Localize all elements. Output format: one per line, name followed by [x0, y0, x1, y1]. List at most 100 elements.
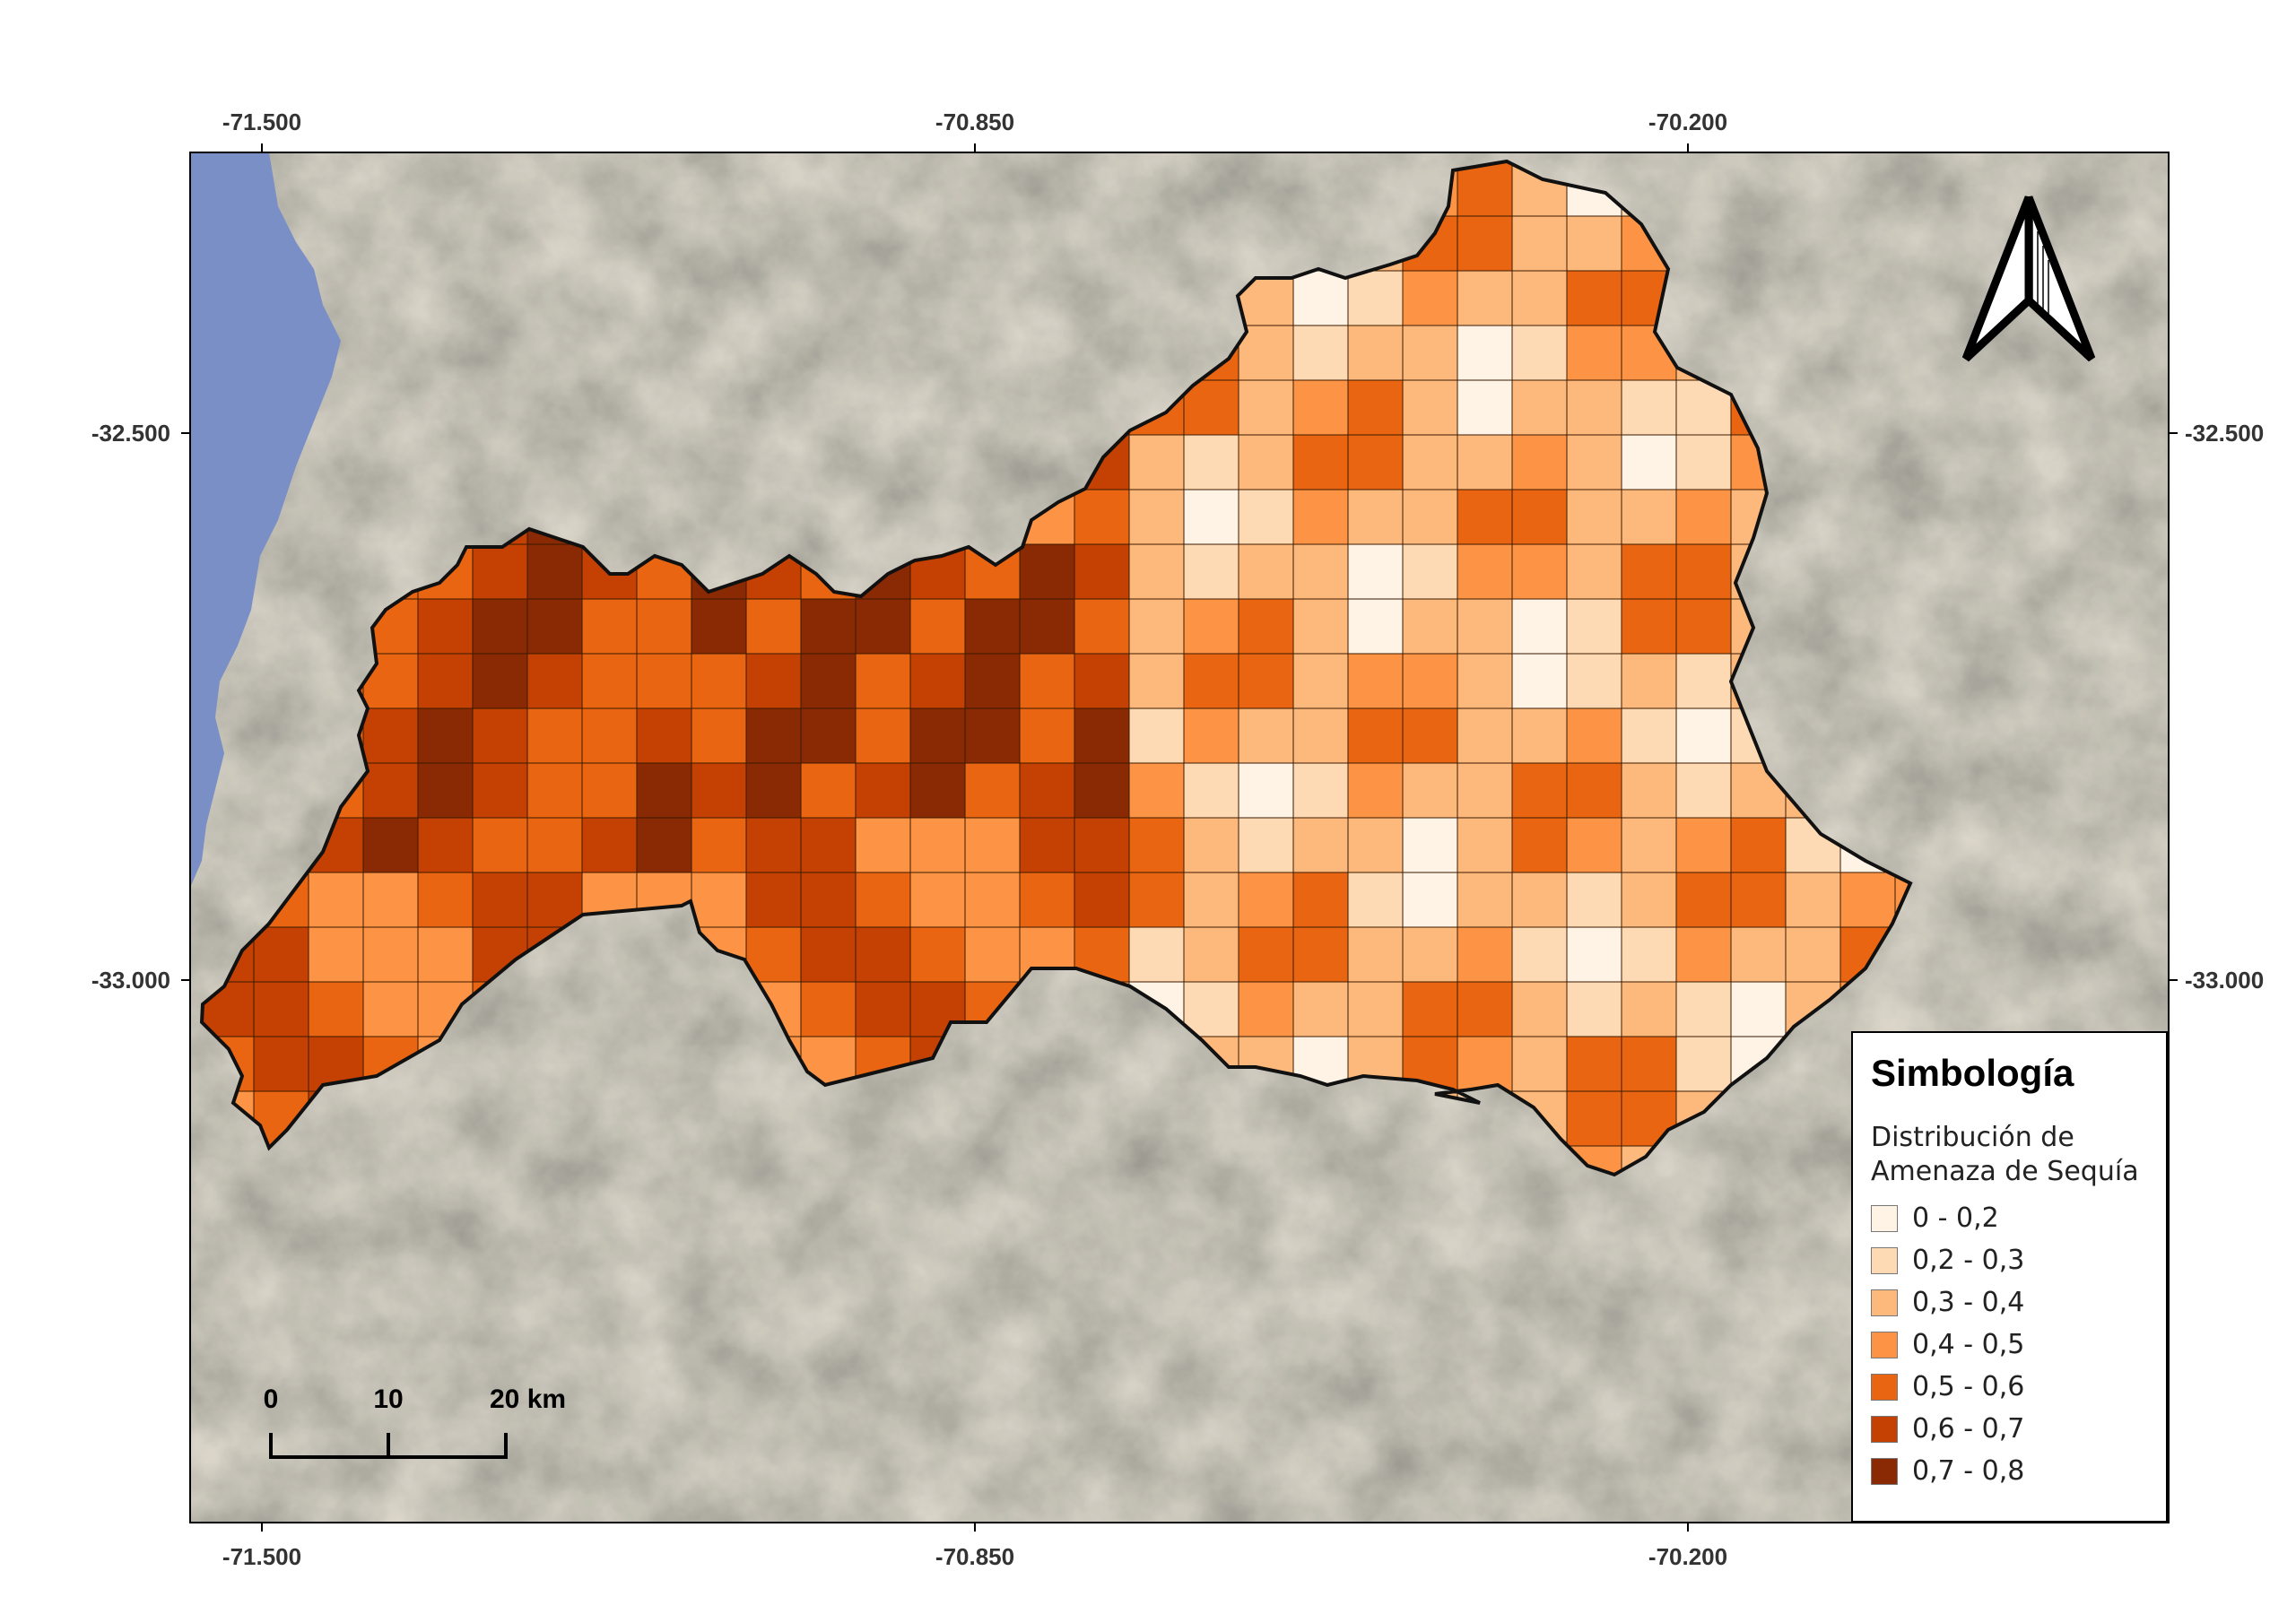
- grid-cell: [1128, 762, 1185, 819]
- grid-cell: [1785, 872, 1841, 928]
- grid-cell: [308, 926, 364, 983]
- grid-cell: [745, 598, 802, 655]
- grid-cell: [1347, 489, 1404, 545]
- grid-cell: [1183, 434, 1239, 490]
- grid-cell: [691, 707, 747, 764]
- grid-cell: [581, 653, 638, 709]
- grid-cell: [909, 926, 966, 983]
- grid-cell: [581, 707, 638, 764]
- grid-cell: [1238, 489, 1294, 545]
- grid-cell: [1292, 817, 1349, 873]
- grid-cell: [472, 762, 528, 819]
- grid-cell: [745, 817, 802, 873]
- grid-cell: [1457, 817, 1513, 873]
- grid-cell: [1457, 1036, 1513, 1092]
- legend-item-label: 0 - 0,2: [1912, 1202, 1999, 1235]
- grid-cell: [1566, 872, 1622, 928]
- grid-cell: [1511, 1036, 1568, 1092]
- grid-cell: [1511, 653, 1568, 709]
- grid-cell: [1675, 598, 1732, 655]
- grid-cell: [472, 707, 528, 764]
- grid-cell: [1675, 434, 1732, 490]
- grid-cell: [745, 762, 802, 819]
- grid-cell: [1457, 653, 1513, 709]
- grid-cell: [1511, 981, 1568, 1037]
- grid-cell: [1074, 707, 1130, 764]
- grid-cell: [1675, 543, 1732, 600]
- grid-cell: [526, 707, 583, 764]
- grid-cell: [745, 872, 802, 928]
- grid-cell: [1238, 434, 1294, 490]
- grid-cell: [1511, 489, 1568, 545]
- legend-item: 0,2 - 0,3: [1871, 1239, 2148, 1281]
- y-tick-left-1: -32.500: [91, 420, 170, 447]
- grid-cell: [1402, 981, 1458, 1037]
- grid-cell: [1019, 653, 1075, 709]
- grid-cell: [1238, 981, 1294, 1037]
- grid-cell: [1511, 926, 1568, 983]
- legend-item-label: 0,7 - 0,8: [1912, 1455, 2025, 1488]
- legend-item-label: 0,3 - 0,4: [1912, 1287, 2025, 1319]
- grid-cell: [1019, 598, 1075, 655]
- legend-item: 0,5 - 0,6: [1871, 1366, 2148, 1408]
- grid-cell: [1292, 434, 1349, 490]
- grid-cell: [1292, 653, 1349, 709]
- grid-cell: [1785, 926, 1841, 983]
- grid-cell: [417, 707, 474, 764]
- legend-title: Simbología: [1871, 1052, 2074, 1094]
- legend-item: 0,3 - 0,4: [1871, 1281, 2148, 1324]
- grid-cell: [1128, 543, 1185, 600]
- grid-cell: [1238, 817, 1294, 873]
- grid-cell: [1347, 926, 1404, 983]
- grid-cell: [745, 653, 802, 709]
- grid-cell: [362, 817, 419, 873]
- grid-cell: [1511, 270, 1568, 326]
- grid-cell: [1457, 707, 1513, 764]
- legend-item-label: 0,4 - 0,5: [1912, 1329, 2025, 1361]
- grid-cell: [1074, 543, 1130, 600]
- grid-cell: [800, 981, 857, 1037]
- tick-marks: [181, 143, 2178, 1532]
- grid-cell: [1675, 762, 1732, 819]
- grid-cell: [691, 872, 747, 928]
- grid-cell: [1621, 1036, 1677, 1092]
- grid-cell: [1621, 872, 1677, 928]
- grid-cell: [800, 762, 857, 819]
- north-arrow-icon: [1961, 195, 2096, 362]
- grid-cell: [800, 653, 857, 709]
- grid-cell: [909, 707, 966, 764]
- legend-swatch: [1871, 1457, 1898, 1485]
- grid-cell: [800, 817, 857, 873]
- grid-cell: [1238, 543, 1294, 600]
- grid-cell: [1566, 817, 1622, 873]
- grid-cell: [1347, 707, 1404, 764]
- grid-cell: [1566, 981, 1622, 1037]
- grid-cell: [745, 926, 802, 983]
- scale-label-20km: 20 km: [490, 1384, 566, 1414]
- grid-cell: [1457, 270, 1513, 326]
- legend: Simbología Distribución de Amenaza de Se…: [1851, 1031, 2168, 1523]
- grid-cell: [1292, 762, 1349, 819]
- grid-cell: [1457, 981, 1513, 1037]
- grid-cell: [1292, 926, 1349, 983]
- grid-cell: [417, 598, 474, 655]
- grid-cell: [909, 653, 966, 709]
- legend-item-label: 0,2 - 0,3: [1912, 1245, 2025, 1277]
- grid-cell: [855, 762, 911, 819]
- legend-item-label: 0,6 - 0,7: [1912, 1413, 2025, 1445]
- grid-cell: [362, 926, 419, 983]
- grid-cell: [691, 653, 747, 709]
- grid-cell: [1511, 762, 1568, 819]
- grid-cell: [964, 762, 1021, 819]
- grid-cell: [1347, 434, 1404, 490]
- grid-cell: [1457, 215, 1513, 272]
- grid-cell: [417, 926, 474, 983]
- grid-cell: [1128, 598, 1185, 655]
- grid-cell: [1566, 762, 1622, 819]
- grid-cell: [1621, 926, 1677, 983]
- grid-cell: [1292, 270, 1349, 326]
- grid-cell: [1621, 598, 1677, 655]
- legend-item: 0,6 - 0,7: [1871, 1408, 2148, 1450]
- grid-cell: [1457, 489, 1513, 545]
- legend-subtitle-line-1: Distribución de: [1871, 1122, 2074, 1154]
